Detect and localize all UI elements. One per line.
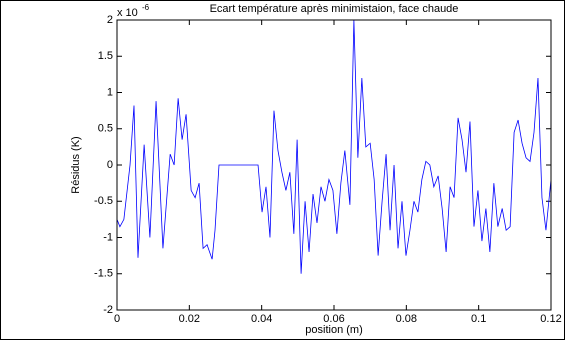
chart-title: Ecart température après minimistaion, fa… — [210, 3, 459, 15]
plot-area — [117, 20, 551, 310]
x-tick-label: 0.04 — [251, 313, 272, 325]
y-tick-label: -2 — [103, 304, 113, 316]
y-axis-label: Résidus (K) — [70, 136, 82, 193]
x-axis-label: position (m) — [305, 324, 362, 336]
y-tick-label: -1.5 — [94, 268, 113, 280]
x-tick-label: 0 — [114, 313, 120, 325]
y-tick-label: 2 — [107, 14, 113, 26]
x-tick-label: 0.1 — [471, 313, 486, 325]
y-tick-label: -0.5 — [94, 195, 113, 207]
y-tick-label: 0.5 — [98, 123, 113, 135]
data-line — [116, 19, 552, 274]
y-tick-label: -1 — [103, 231, 113, 243]
x-tick-label: 0.08 — [396, 313, 417, 325]
x-tick-label: 0.06 — [323, 313, 344, 325]
y-tick-label: 0 — [107, 159, 113, 171]
multiplier-exponent: -6 — [142, 3, 150, 12]
multiplier: x 10 — [117, 7, 138, 19]
x-tick-label: 0.12 — [540, 313, 561, 325]
axes-box — [116, 19, 552, 311]
y-tick-label: 1 — [107, 86, 113, 98]
x-tick-label: 0.02 — [179, 313, 200, 325]
y-tick-label: 1.5 — [98, 50, 113, 62]
